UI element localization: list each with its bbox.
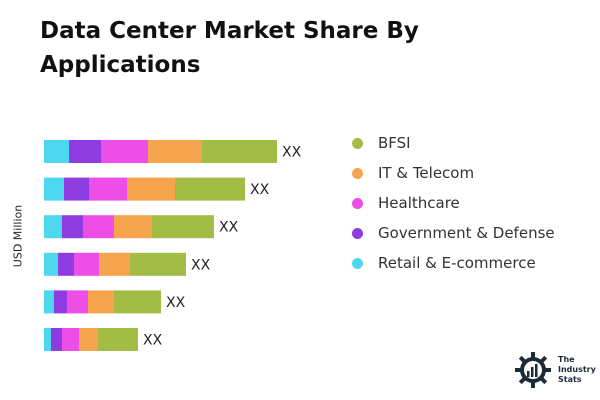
bar-segment-row-5-series-2 xyxy=(54,290,67,314)
data-label-row-2: XX xyxy=(250,182,270,198)
bar-segment-row-3-series-1 xyxy=(44,215,62,239)
stacked-bar-chart: XX XX XX XX XX XX xyxy=(44,140,302,351)
gear-chart-icon xyxy=(515,352,551,388)
bar-segment-row-3-series-3 xyxy=(83,215,114,239)
bar-segment-row-5-series-5 xyxy=(114,290,161,314)
legend-label-healthcare: Healthcare xyxy=(378,194,460,212)
bar-segment-row-4-series-5 xyxy=(130,252,186,276)
bar-segment-row-2-series-5 xyxy=(175,177,245,201)
legend-swatch-retail-ecommerce xyxy=(352,257,363,269)
bar-segment-row-3-series-5 xyxy=(152,215,214,239)
bar-segment-row-6-series-5 xyxy=(98,328,138,351)
legend-swatch-government-defense xyxy=(352,227,363,239)
chart-legend: BFSI IT & Telecom Healthcare Government … xyxy=(352,128,555,278)
bar-segment-row-1-series-5 xyxy=(202,140,277,163)
legend-label-government-defense: Government & Defense xyxy=(378,224,555,242)
data-label-row-6: XX xyxy=(143,333,163,349)
legend-label-bfsi: BFSI xyxy=(378,134,411,152)
bar-segment-row-1-series-1 xyxy=(44,140,69,163)
bar-segment-row-2-series-3 xyxy=(89,177,127,201)
bar-segment-row-4-series-2 xyxy=(58,252,74,276)
legend-swatch-bfsi xyxy=(352,137,363,149)
legend-swatch-it-telecom xyxy=(352,167,363,179)
bar-segment-row-2-series-1 xyxy=(44,177,64,201)
legend-item-government-defense: Government & Defense xyxy=(352,218,555,248)
bar-segment-row-5-series-4 xyxy=(88,290,114,314)
bar-segment-row-1-series-2 xyxy=(69,140,101,163)
bar-segment-row-2-series-2 xyxy=(64,177,89,201)
data-label-row-1: XX xyxy=(282,145,302,161)
bar-segment-row-1-series-4 xyxy=(148,140,202,163)
bar-segment-row-6-series-4 xyxy=(79,328,98,351)
legend-item-bfsi: BFSI xyxy=(352,128,555,158)
brand-logo-line-2: Industry xyxy=(558,365,596,374)
brand-logo: The Industry Stats xyxy=(514,351,600,389)
bar-segment-row-5-series-3 xyxy=(67,290,88,314)
chart-title: Data Center Market Share By Applications xyxy=(40,18,419,78)
bar-segment-row-3-series-4 xyxy=(114,215,152,239)
bar-segment-row-3-series-2 xyxy=(62,215,83,239)
bar-segment-row-5-series-1 xyxy=(44,290,54,314)
data-label-row-3: XX xyxy=(219,220,239,236)
data-label-row-4: XX xyxy=(191,257,211,273)
legend-label-retail-ecommerce: Retail & E-commerce xyxy=(378,254,536,272)
brand-logo-line-1: The xyxy=(558,355,575,364)
bar-segment-row-2-series-4 xyxy=(127,177,175,201)
legend-label-it-telecom: IT & Telecom xyxy=(378,164,475,182)
bar-segment-row-6-series-1 xyxy=(44,328,51,351)
bar-segment-row-4-series-1 xyxy=(44,252,58,276)
bar-segment-row-6-series-3 xyxy=(62,328,79,351)
legend-item-healthcare: Healthcare xyxy=(352,188,555,218)
brand-logo-text: The Industry Stats xyxy=(558,355,600,385)
bar-segment-row-1-series-3 xyxy=(101,140,148,163)
bar-segment-row-4-series-4 xyxy=(99,252,130,276)
legend-swatch-healthcare xyxy=(352,197,363,209)
data-label-row-5: XX xyxy=(166,295,186,311)
brand-logo-line-3: Stats xyxy=(558,375,582,384)
legend-item-retail-ecommerce: Retail & E-commerce xyxy=(352,248,555,278)
legend-item-it-telecom: IT & Telecom xyxy=(352,158,555,188)
bar-segment-row-6-series-2 xyxy=(51,328,62,351)
bar-segment-row-4-series-3 xyxy=(74,252,99,276)
